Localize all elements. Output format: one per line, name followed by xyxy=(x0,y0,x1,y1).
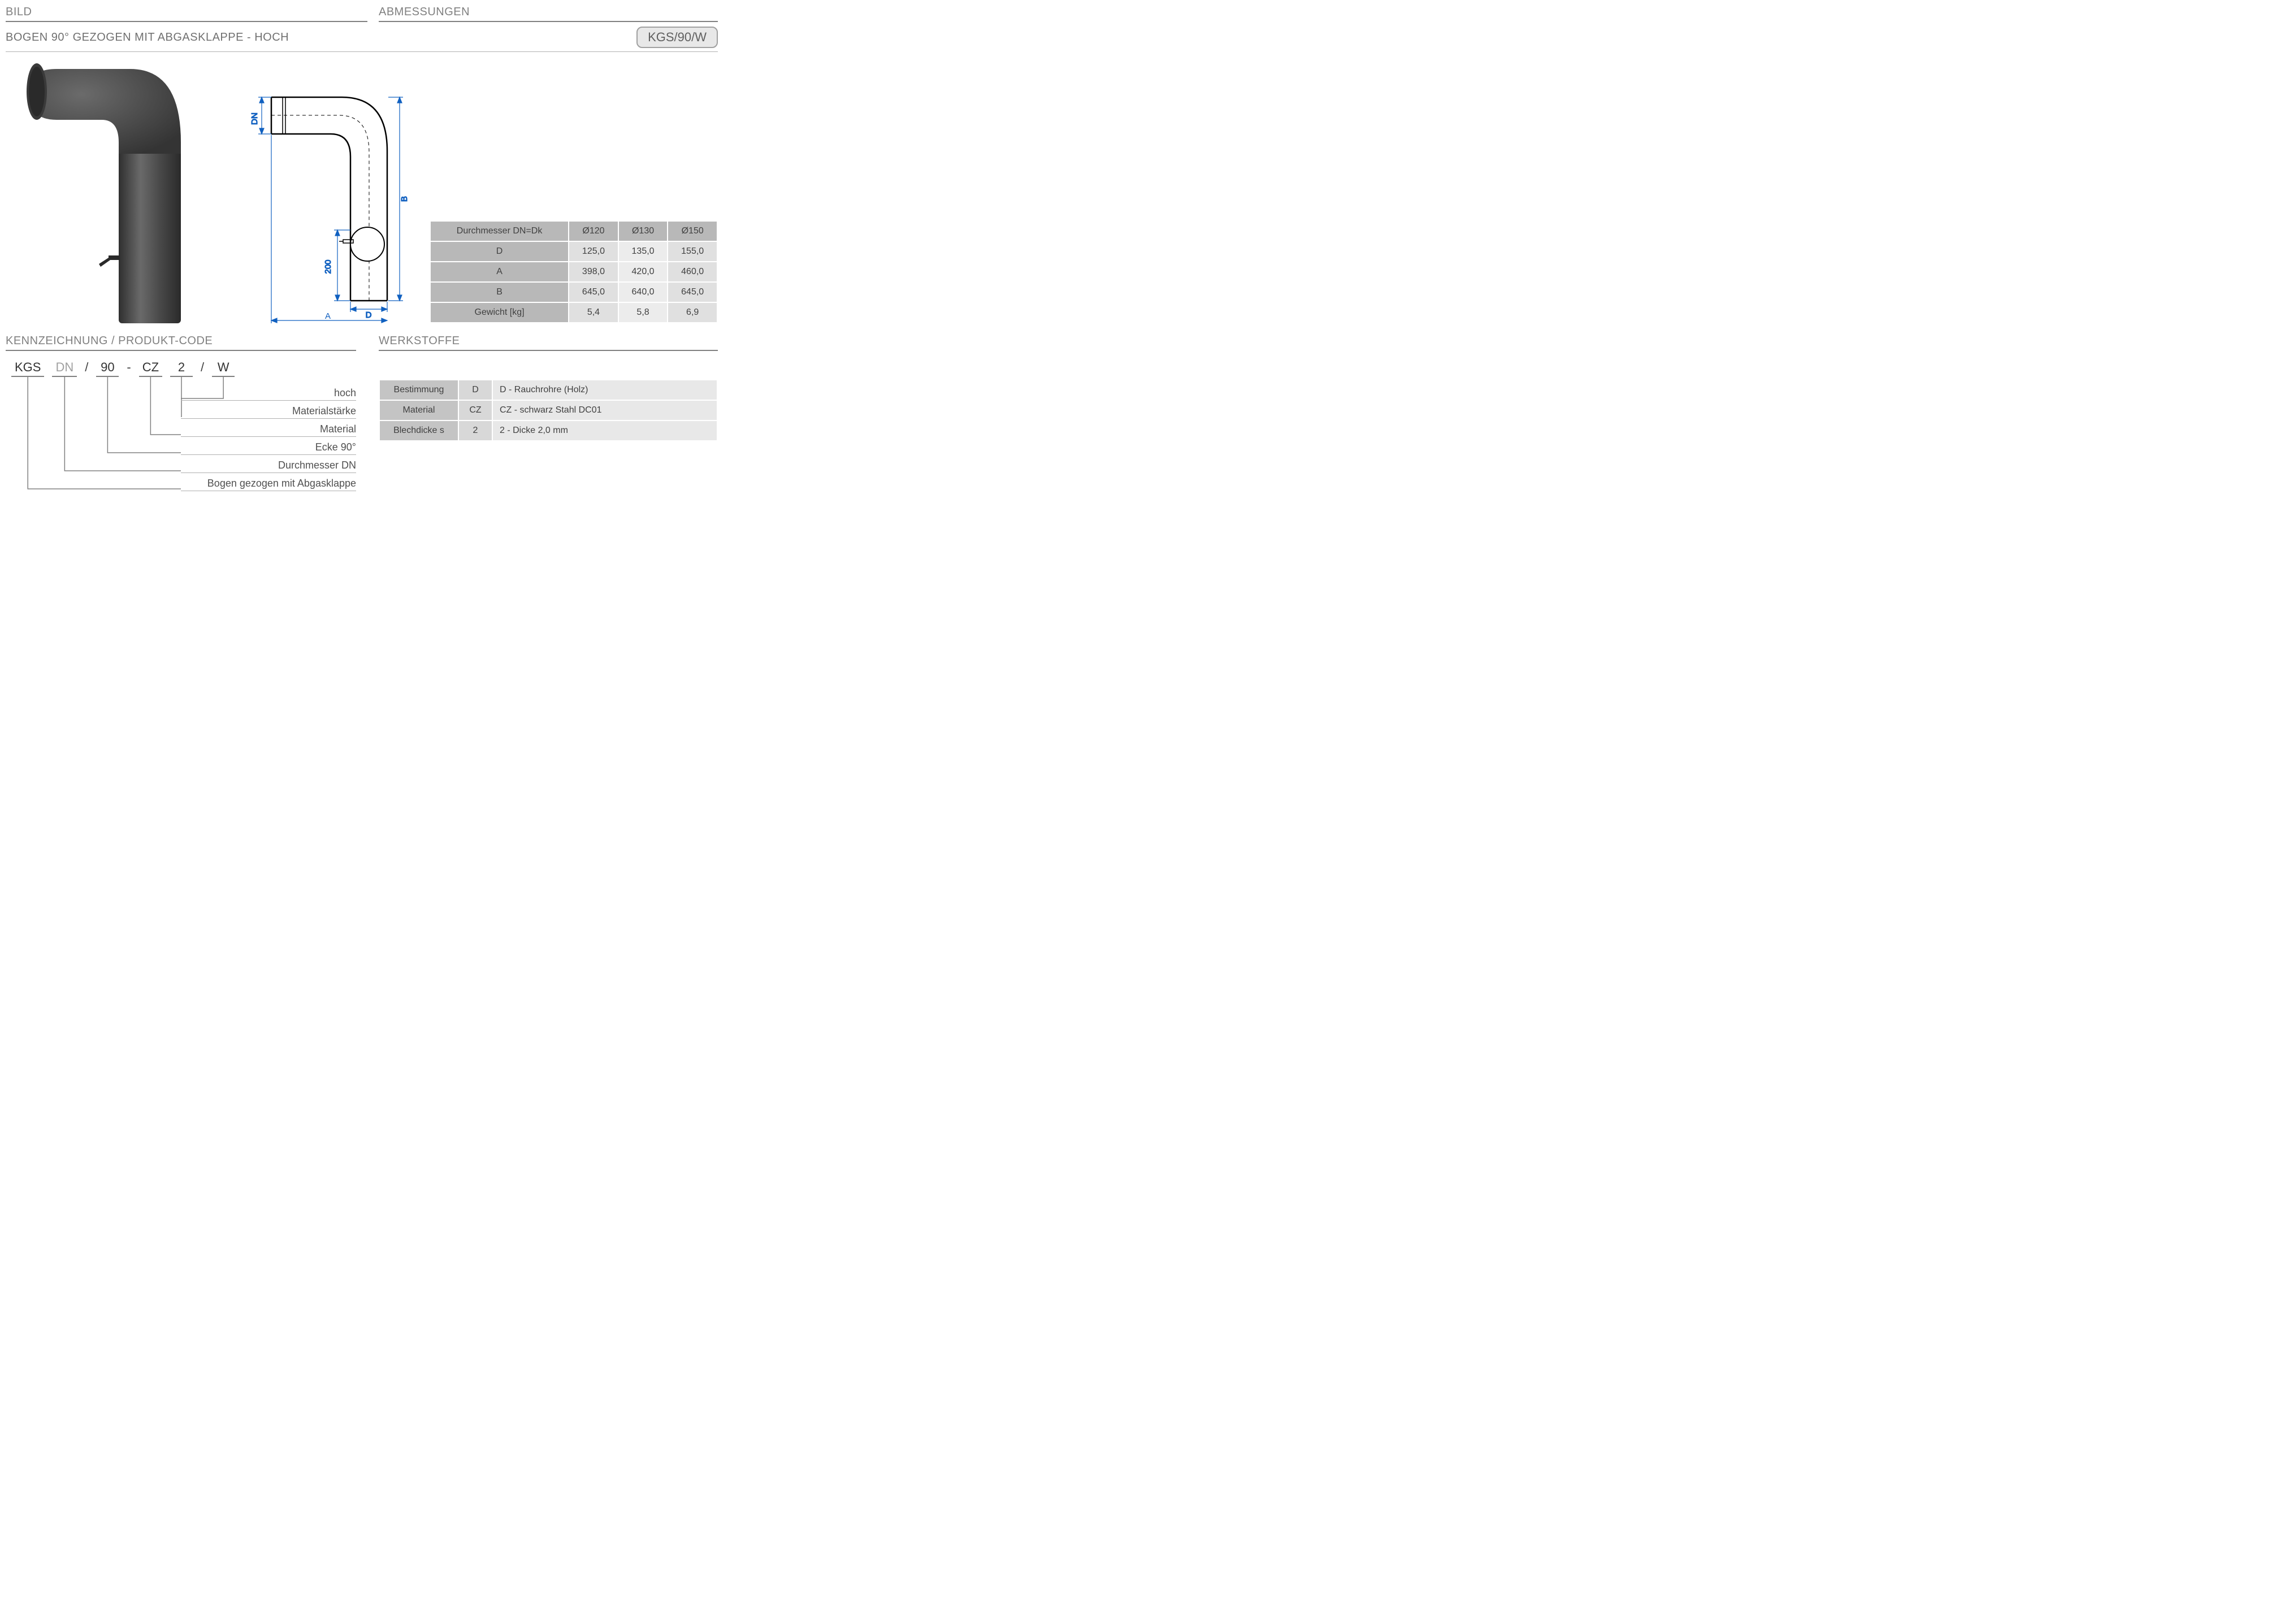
dim-label-d: D xyxy=(366,310,372,320)
dim-cell: 155,0 xyxy=(668,241,717,262)
mat-label: Bestimmung xyxy=(379,380,458,400)
dim-label-a-txt: A xyxy=(325,311,331,321)
code-legend: hoch Materialstärke Material Ecke 90° Du… xyxy=(6,377,356,513)
dim-cell: 135,0 xyxy=(618,241,668,262)
code-part-w: W xyxy=(212,360,235,377)
dimensions-table: Durchmesser DN=Dk Ø120 Ø130 Ø150 D 125,0… xyxy=(430,220,718,323)
code-sep: / xyxy=(201,360,204,375)
legend-bogen: Bogen gezogen mit Abgasklappe xyxy=(181,478,356,491)
dim-col-header: Ø120 xyxy=(569,221,618,241)
dim-label-b: B xyxy=(400,196,409,202)
code-sep: / xyxy=(85,360,88,375)
dim-row-label: D xyxy=(430,241,569,262)
dim-row-label: Durchmesser DN=Dk xyxy=(430,221,569,241)
code-part-2: 2 xyxy=(170,360,193,377)
dim-cell: 640,0 xyxy=(618,282,668,302)
product-code-breakdown: KGS DN / 90 - CZ 2 / W xyxy=(11,360,356,377)
product-subtitle: BOGEN 90° GEZOGEN MIT ABGASKLAPPE - HOCH xyxy=(6,31,289,44)
code-part-90: 90 xyxy=(96,360,119,377)
dim-cell: 5,4 xyxy=(569,302,618,323)
section-kennzeichnung: KENNZEICHNUNG / PRODUKT-CODE xyxy=(6,335,356,351)
dim-label-dn: DN xyxy=(250,112,259,125)
mat-code: CZ xyxy=(458,400,492,420)
dim-cell: 5,8 xyxy=(618,302,668,323)
dim-cell: 6,9 xyxy=(668,302,717,323)
code-sep: - xyxy=(127,360,131,375)
mat-code: D xyxy=(458,380,492,400)
dim-cell: 645,0 xyxy=(569,282,618,302)
mat-desc: CZ - schwarz Stahl DC01 xyxy=(492,400,717,420)
dim-row-label: B xyxy=(430,282,569,302)
section-abmessungen: ABMESSUNGEN xyxy=(379,6,718,22)
dim-label-200: 200 xyxy=(323,259,333,274)
mat-label: Blechdicke s xyxy=(379,420,458,441)
dim-cell: 398,0 xyxy=(569,262,618,282)
mat-label: Material xyxy=(379,400,458,420)
code-part-cz: CZ xyxy=(139,360,162,377)
product-photo xyxy=(17,58,209,323)
dim-cell: 645,0 xyxy=(668,282,717,302)
legend-ecke: Ecke 90° xyxy=(181,441,356,455)
mat-desc: D - Rauchrohre (Holz) xyxy=(492,380,717,400)
dim-cell: 420,0 xyxy=(618,262,668,282)
product-code-badge: KGS/90/W xyxy=(636,27,718,48)
dim-col-header: Ø150 xyxy=(668,221,717,241)
dim-cell: 125,0 xyxy=(569,241,618,262)
mat-desc: 2 - Dicke 2,0 mm xyxy=(492,420,717,441)
legend-material: Material xyxy=(181,423,356,437)
mat-code: 2 xyxy=(458,420,492,441)
dim-row-label: Gewicht [kg] xyxy=(430,302,569,323)
materials-table: Bestimmung D D - Rauchrohre (Holz) Mater… xyxy=(379,379,718,441)
dimension-diagram: DN B 200 D xyxy=(240,86,410,323)
dim-cell: 460,0 xyxy=(668,262,717,282)
dim-row-label: A xyxy=(430,262,569,282)
legend-durchmesser: Durchmesser DN xyxy=(181,459,356,473)
legend-hoch: hoch xyxy=(181,387,356,401)
section-werkstoffe: WERKSTOFFE xyxy=(379,335,718,351)
code-part-dn: DN xyxy=(52,360,77,377)
dim-col-header: Ø130 xyxy=(618,221,668,241)
code-part-kgs: KGS xyxy=(11,360,44,377)
legend-materialstaerke: Materialstärke xyxy=(181,405,356,419)
section-bild: BILD xyxy=(6,6,367,22)
